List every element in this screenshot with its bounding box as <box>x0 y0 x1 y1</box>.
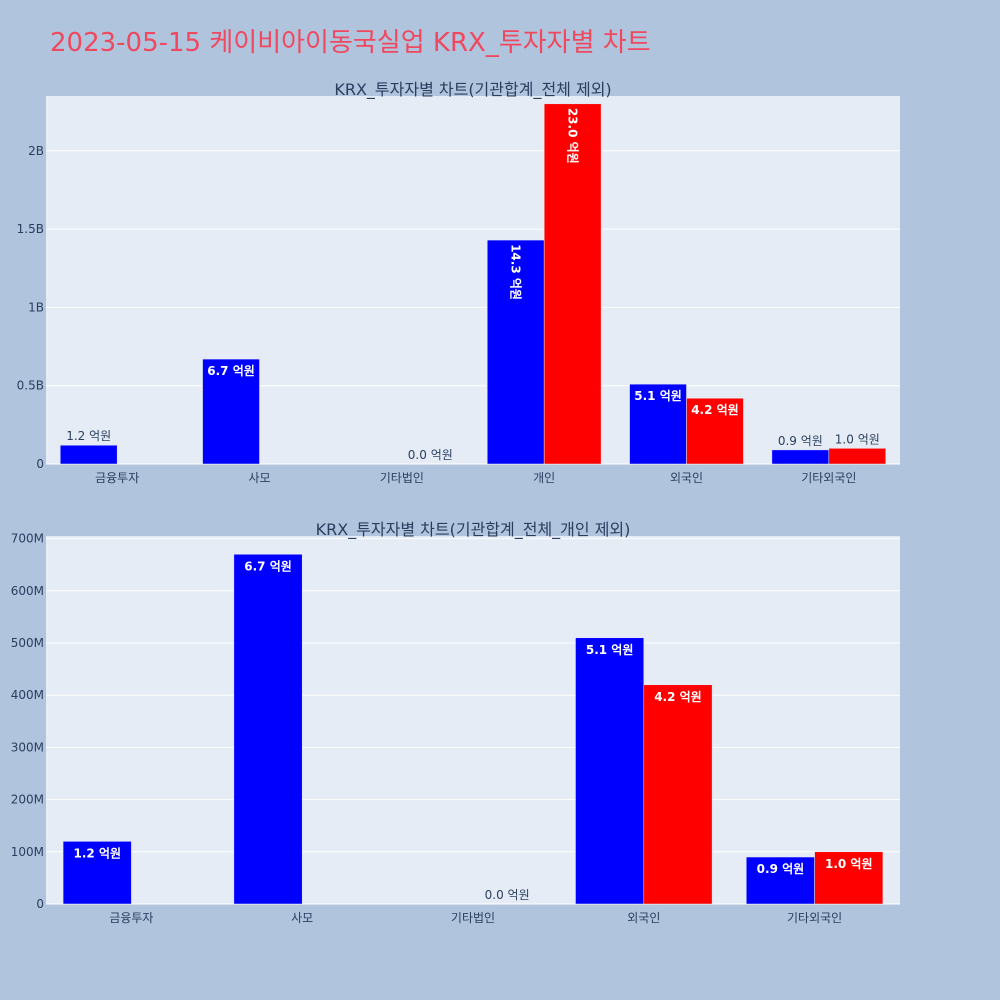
chart-title: KRX_투자자별 차트(기관합계_전체 제외) <box>334 80 611 100</box>
plot-area <box>46 536 900 904</box>
bar <box>575 637 645 905</box>
bar-value-label: 4.2 억원 <box>654 690 702 704</box>
bar <box>62 841 132 905</box>
y-tick-label: 700M <box>11 532 44 546</box>
page-title: 2023-05-15 케이비아이동국실업 KRX_투자자별 차트 <box>50 28 651 58</box>
bar <box>828 448 887 465</box>
bar <box>629 383 687 465</box>
bar <box>202 358 260 465</box>
plot-area <box>46 96 900 464</box>
bar-value-label: 6.7 억원 <box>207 364 255 378</box>
x-tick-label: 개인 <box>533 471 555 485</box>
bar-value-label: 6.7 억원 <box>244 559 292 573</box>
y-tick-label: 300M <box>11 740 44 754</box>
bar <box>59 444 118 465</box>
bar <box>643 684 713 905</box>
bar <box>686 397 744 465</box>
y-tick-label: 0 <box>36 897 44 911</box>
y-tick-label: 400M <box>11 688 44 702</box>
x-tick-label: 사모 <box>248 471 270 485</box>
x-tick-label: 기타법인 <box>380 471 424 485</box>
bar <box>771 449 830 465</box>
y-tick-label: 0.5B <box>17 379 44 393</box>
bar-value-label: 23.0 억원 <box>566 108 580 164</box>
bar-value-label: 1.2 억원 <box>66 429 111 443</box>
bar-value-label: 0.9 억원 <box>757 862 805 876</box>
x-tick-label: 기타외국인 <box>801 471 856 485</box>
x-tick-label: 기타법인 <box>451 911 495 925</box>
x-tick-label: 사모 <box>291 911 313 925</box>
y-tick-label: 1.5B <box>17 222 44 236</box>
bar-value-label: 0.9 억원 <box>778 434 823 448</box>
y-tick-label: 1B <box>28 300 44 314</box>
y-tick-label: 2B <box>28 144 44 158</box>
bar <box>233 554 303 905</box>
bar <box>543 103 602 465</box>
bar-value-label: 5.1 억원 <box>634 389 682 403</box>
x-tick-label: 기타외국인 <box>787 911 842 925</box>
x-tick-label: 외국인 <box>670 471 703 485</box>
bar-value-label: 4.2 억원 <box>691 403 739 417</box>
y-tick-label: 200M <box>11 793 44 807</box>
bar <box>486 239 545 465</box>
bar-value-label: 14.3 억원 <box>509 244 523 300</box>
bar-value-label: 1.0 억원 <box>835 432 880 446</box>
chart-title: KRX_투자자별 차트(기관합계_전체_개인 제외) <box>316 520 631 540</box>
bar <box>746 856 815 905</box>
bar-value-label: 5.1 억원 <box>586 643 634 657</box>
bar-value-label: 0.0 억원 <box>485 888 530 902</box>
bar-value-label: 1.0 억원 <box>825 857 873 871</box>
y-tick-label: 100M <box>11 845 44 859</box>
y-tick-label: 0 <box>36 457 44 471</box>
y-tick-label: 500M <box>11 636 44 650</box>
bar <box>814 851 884 905</box>
x-tick-label: 금융투자 <box>95 471 139 485</box>
bar-value-label: 0.0 억원 <box>408 448 453 462</box>
x-tick-label: 금융투자 <box>109 911 153 925</box>
y-tick-label: 600M <box>11 584 44 598</box>
x-tick-label: 외국인 <box>627 911 660 925</box>
bar-value-label: 1.2 억원 <box>73 846 121 860</box>
